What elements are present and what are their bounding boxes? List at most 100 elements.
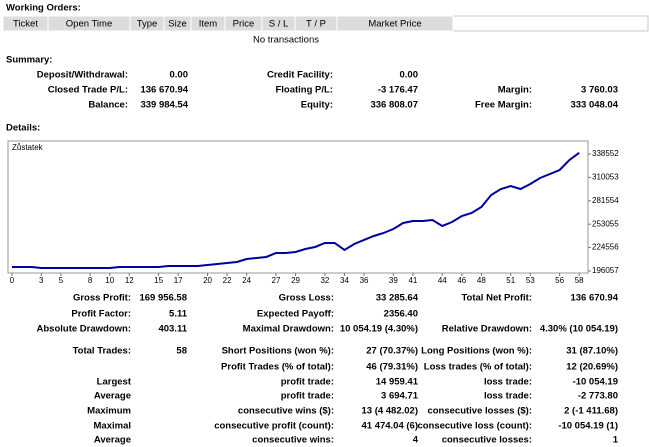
x-tick-label: 22 xyxy=(223,276,232,285)
summary-label: Balance: xyxy=(88,100,128,111)
header-label: Ticket xyxy=(13,19,38,30)
header-label: Size xyxy=(168,19,186,30)
header-label: Type xyxy=(137,19,158,30)
header-label: S / L xyxy=(269,19,289,30)
stat-value: 4 xyxy=(413,435,419,446)
stat-label: Total Trades: xyxy=(73,346,131,357)
x-tick-label: 0 xyxy=(10,276,15,285)
stat-value: 14 959.41 xyxy=(376,377,419,388)
summary-label: Deposit/Withdrawal: xyxy=(37,70,128,81)
header-label: Open Time xyxy=(66,19,112,30)
stat-label: loss trade: xyxy=(484,391,532,402)
header-cell xyxy=(336,15,454,32)
stat-value: 12 (20.69%) xyxy=(566,362,618,373)
x-tick-label: 5 xyxy=(59,276,64,285)
stat-label: Gross Profit: xyxy=(73,293,131,304)
stat-value: 169 956.58 xyxy=(139,293,187,304)
y-tick-label: 196057 xyxy=(592,266,619,275)
summary-value: 0.00 xyxy=(400,70,419,81)
empty-note: No transactions xyxy=(253,35,319,46)
summary-value: 136 670.94 xyxy=(140,85,188,96)
y-tick-label: 253055 xyxy=(592,219,619,228)
summary-label: Margin: xyxy=(498,85,532,96)
x-tick-label: 58 xyxy=(575,276,584,285)
x-tick-label: 44 xyxy=(438,276,447,285)
summary-label: Credit Facility: xyxy=(267,70,333,81)
stat-label: Largest xyxy=(97,377,132,388)
x-tick-label: 24 xyxy=(242,276,251,285)
y-tick-label: 224556 xyxy=(592,243,619,252)
x-tick-label: 56 xyxy=(555,276,564,285)
stat-label: Maximal Drawdown: xyxy=(243,324,334,335)
summary-label: Closed Trade P/L: xyxy=(48,85,128,96)
stat-value: 2356.40 xyxy=(384,309,418,320)
stat-value: 3 694.71 xyxy=(381,391,419,402)
stat-value: 1 xyxy=(613,435,619,446)
y-tick-label: 281554 xyxy=(592,196,619,205)
summary-label: Equity: xyxy=(301,100,333,111)
stat-label: loss trade: xyxy=(484,377,532,388)
x-tick-label: 10 xyxy=(105,276,114,285)
stat-label: Expected Payoff: xyxy=(257,309,334,320)
stat-label: Short Positions (won %): xyxy=(222,346,334,357)
x-tick-label: 36 xyxy=(360,276,369,285)
stat-label: profit trade: xyxy=(281,377,334,388)
summary-value: 0.00 xyxy=(170,70,189,81)
stat-value: 58 xyxy=(176,346,187,357)
stat-label: Profit Factor: xyxy=(71,309,131,320)
section-title: Details: xyxy=(6,123,40,134)
stat-value: 4.30% (10 054.19) xyxy=(540,324,618,335)
x-tick-label: 48 xyxy=(477,276,486,285)
section-title: Summary: xyxy=(6,55,52,66)
y-tick-label: 310053 xyxy=(592,173,619,182)
x-tick-label: 17 xyxy=(174,276,183,285)
header-label: Market Price xyxy=(368,19,421,30)
summary-value: 3 760.03 xyxy=(581,85,618,96)
x-tick-label: 15 xyxy=(154,276,163,285)
stat-value: 136 670.94 xyxy=(570,293,618,304)
summary-label: Floating P/L: xyxy=(275,85,333,96)
summary-value: 339 984.54 xyxy=(140,100,188,111)
header-label: T / P xyxy=(306,19,326,30)
x-tick-label: 53 xyxy=(526,276,535,285)
stat-label: Absolute Drawdown: xyxy=(37,324,131,335)
stat-label: consecutive losses: xyxy=(442,435,532,446)
stat-label: Profit Trades (% of total): xyxy=(221,362,334,373)
stat-label: consecutive wins ($): xyxy=(238,406,334,417)
stat-label: consecutive wins: xyxy=(252,435,334,446)
x-tick-label: 29 xyxy=(291,276,300,285)
summary-label: Free Margin: xyxy=(475,100,532,111)
stat-label: Average xyxy=(94,435,131,446)
summary-value: 333 048.04 xyxy=(570,100,618,111)
summary-value: 336 808.07 xyxy=(370,100,418,111)
stat-label: Long Positions (won %): xyxy=(421,346,532,357)
summary-value: -3 176.47 xyxy=(378,85,418,96)
x-tick-label: 46 xyxy=(457,276,466,285)
stat-value: -10 054.19 (1) xyxy=(558,421,618,432)
y-tick-label: 338552 xyxy=(592,149,619,158)
x-tick-label: 32 xyxy=(320,276,329,285)
stat-value: 5.11 xyxy=(169,309,188,320)
stat-value: 2 (-1 411.68) xyxy=(564,406,618,417)
stat-value: 31 (87.10%) xyxy=(566,346,618,357)
plot-frame xyxy=(7,140,589,274)
x-tick-label: 12 xyxy=(125,276,134,285)
legend-label: Zůstatek xyxy=(12,143,44,152)
stat-label: Gross Loss: xyxy=(279,293,334,304)
stat-label: consecutive loss (count): xyxy=(417,421,532,432)
x-tick-label: 20 xyxy=(203,276,212,285)
stat-label: Average xyxy=(94,391,131,402)
x-tick-label: 34 xyxy=(340,276,349,285)
stat-value: 13 (4 482.02) xyxy=(361,406,418,417)
stat-label: Maximal xyxy=(94,421,132,432)
stat-label: Loss trades (% of total): xyxy=(424,362,532,373)
stat-value: 27 (70.37%) xyxy=(366,346,418,357)
x-tick-label: 51 xyxy=(506,276,515,285)
stat-label: consecutive profit (count): xyxy=(214,421,334,432)
x-tick-label: 41 xyxy=(408,276,417,285)
x-tick-label: 27 xyxy=(272,276,281,285)
header-label: Item xyxy=(199,19,218,30)
stat-value: 46 (79.31%) xyxy=(366,362,418,373)
